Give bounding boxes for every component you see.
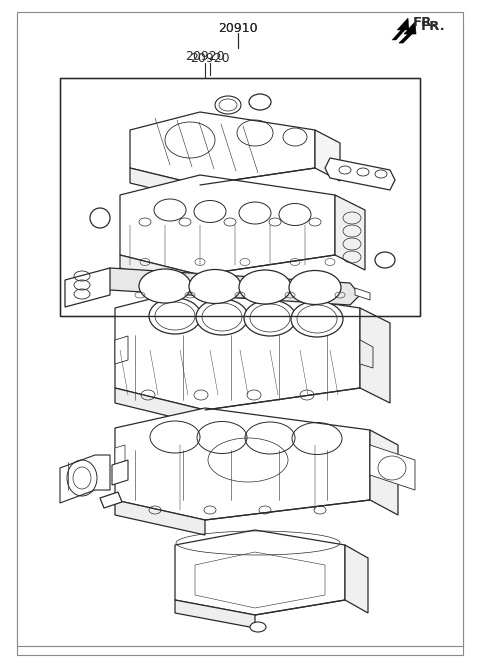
Polygon shape bbox=[115, 445, 125, 483]
Polygon shape bbox=[115, 500, 205, 535]
Ellipse shape bbox=[244, 300, 296, 336]
Ellipse shape bbox=[215, 96, 241, 114]
Polygon shape bbox=[175, 600, 255, 628]
Polygon shape bbox=[65, 268, 110, 307]
Polygon shape bbox=[315, 130, 340, 181]
Ellipse shape bbox=[149, 298, 201, 334]
Text: FR.: FR. bbox=[413, 16, 438, 29]
Ellipse shape bbox=[239, 270, 291, 304]
Polygon shape bbox=[392, 18, 409, 40]
Text: 20910: 20910 bbox=[218, 21, 258, 35]
Polygon shape bbox=[100, 492, 122, 508]
Polygon shape bbox=[325, 158, 395, 190]
Bar bbox=[60, 78, 420, 316]
Polygon shape bbox=[360, 340, 373, 368]
Polygon shape bbox=[115, 336, 128, 364]
Polygon shape bbox=[360, 308, 390, 403]
Polygon shape bbox=[335, 195, 365, 270]
Ellipse shape bbox=[90, 208, 110, 228]
Polygon shape bbox=[100, 268, 360, 305]
Polygon shape bbox=[130, 168, 200, 200]
Text: FR.: FR. bbox=[421, 20, 446, 33]
Polygon shape bbox=[130, 112, 315, 185]
Ellipse shape bbox=[250, 622, 266, 632]
Polygon shape bbox=[115, 408, 370, 520]
Ellipse shape bbox=[291, 301, 343, 337]
Bar bbox=[60, 78, 420, 316]
Polygon shape bbox=[115, 388, 205, 425]
Ellipse shape bbox=[189, 269, 241, 303]
Polygon shape bbox=[120, 255, 200, 288]
Polygon shape bbox=[175, 530, 345, 615]
Ellipse shape bbox=[289, 271, 341, 305]
Polygon shape bbox=[112, 460, 128, 485]
Polygon shape bbox=[399, 22, 416, 43]
Polygon shape bbox=[355, 288, 370, 300]
Polygon shape bbox=[120, 175, 335, 275]
Polygon shape bbox=[345, 545, 368, 613]
Ellipse shape bbox=[196, 299, 248, 335]
Ellipse shape bbox=[375, 252, 395, 268]
Text: 20910: 20910 bbox=[218, 21, 258, 35]
Ellipse shape bbox=[249, 94, 271, 110]
Polygon shape bbox=[370, 445, 415, 490]
Polygon shape bbox=[17, 21, 463, 655]
Text: 20920: 20920 bbox=[190, 51, 230, 65]
Text: 20920: 20920 bbox=[185, 51, 225, 63]
Polygon shape bbox=[370, 430, 398, 515]
Polygon shape bbox=[115, 285, 360, 410]
Polygon shape bbox=[60, 455, 110, 503]
Ellipse shape bbox=[139, 269, 191, 303]
